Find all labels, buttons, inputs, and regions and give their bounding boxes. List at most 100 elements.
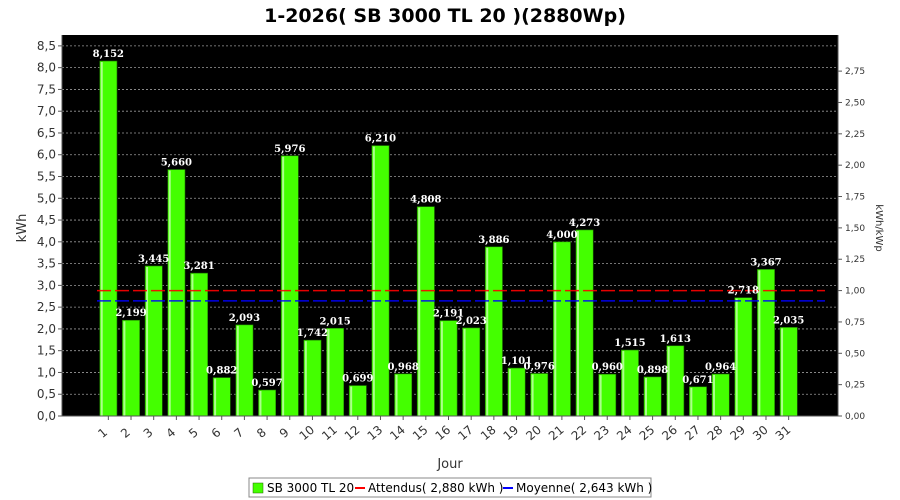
bar-highlight [554,242,557,416]
bar-value-label: 0,597 [251,378,282,389]
bar-value-label: 0,968 [387,362,418,373]
x-tick-label: 21 [546,423,567,444]
y-right-tick-label: 2,25 [845,130,865,140]
x-tick-label: 13 [365,423,386,444]
bar-value-label: 0,671 [682,375,713,386]
legend-swatch-bar [252,482,264,494]
bar-value-label: 5,976 [274,144,305,155]
x-tick-label: 16 [433,423,454,444]
legend-item-moyenne: Moyenne( 2,643 kWh ) [516,481,652,495]
bar-value-label: 1,101 [501,356,532,367]
x-tick-label: 11 [319,423,340,444]
x-tick-label: 6 [209,425,224,441]
bar-highlight [146,266,149,416]
bar-highlight [758,270,761,416]
x-tick-label: 8 [254,425,269,441]
bar-highlight [168,170,171,416]
x-tick-label: 14 [387,423,408,444]
x-tick-label: 3 [141,425,156,441]
bar-value-label: 1,515 [614,338,645,349]
bar-value-label: 3,445 [138,254,169,265]
x-tick-label: 12 [342,423,363,444]
bar-value-label: 2,023 [456,316,487,327]
bar-value-label: 4,000 [546,230,577,241]
legend-item-attendus: Attendus( 2,880 kWh ) [368,481,503,495]
bar-value-label: 0,964 [705,362,736,373]
x-tick-label: 29 [727,423,748,444]
x-tick-label: 22 [569,423,590,444]
y-tick-label: 5,0 [37,191,56,205]
bar-highlight [531,374,534,416]
bar-highlight [350,386,353,416]
bar-value-label: 2,015 [319,316,350,327]
y-right-tick-label: 1,75 [845,193,865,203]
bar-value-label: 3,886 [478,235,509,246]
x-axis-label: Jour [436,457,463,472]
bar-value-label: 0,976 [524,362,555,373]
y-tick-label: 0,5 [37,387,56,401]
bar-highlight [214,378,217,416]
y-tick-label: 3,5 [37,257,56,271]
bar-highlight [440,321,443,416]
bar-value-labels: 8,152 2,199 3,445 5,660 3,281 0,882 2,093 0,597… [93,49,805,389]
x-tick-label: 23 [591,423,612,444]
x-tick-label: 15 [410,423,431,444]
bar-value-label: 2,093 [229,313,260,324]
x-tick-label: 26 [659,423,680,444]
y-tick-label: 6,0 [37,148,56,162]
bar-highlight [100,62,103,416]
bar-value-label: 1,613 [660,334,691,345]
y-tick-label: 0,0 [37,409,56,423]
y-right-tick-label: 0,25 [845,381,865,391]
bar-value-label: 4,273 [569,218,600,229]
bar-highlight [304,341,307,416]
x-tick-label: 1 [95,425,110,441]
bar-highlight [781,328,784,416]
y-axis-right: 0,00 0,25 0,50 0,75 1,00 1,25 1,50 1,75 2,00 2,25… [837,35,865,422]
x-tick-label: 17 [455,423,476,444]
bar-highlight [418,207,421,416]
x-tick-label: 9 [277,425,292,441]
x-axis: 1 2 3 4 5 6 7 8 9 10 11 12 13 14 15 16 17 18 19 20 21 22 23 24 2… [62,415,838,444]
chart-title: 1-2026( SB 3000 TL 20 )(2880Wp) [264,5,626,27]
y-right-tick-label: 0,75 [845,318,865,328]
x-tick-label: 25 [637,423,658,444]
bar-highlight [463,328,466,416]
bar-value-label: 2,035 [773,315,804,326]
bar-highlight [713,375,716,416]
y-right-tick-label: 0,50 [845,349,865,359]
y-tick-label: 7,0 [37,104,56,118]
legend-item-series: SB 3000 TL 20 [267,481,354,495]
bar-value-label: 3,367 [750,257,781,268]
y-axis-label: kWh [15,214,30,243]
bar-value-label: 5,660 [161,158,192,169]
bar-value-label: 0,960 [592,362,623,373]
bar-highlight [690,387,693,416]
y-tick-label: 8,0 [37,61,56,75]
bar-highlight [486,247,489,416]
bar-highlight [259,391,262,416]
bar-highlight [576,230,579,416]
x-tick-label: 5 [186,425,201,441]
y-right-tick-label: 1,50 [845,224,865,234]
y-right-tick-label: 1,00 [845,287,865,297]
x-tick-label: 19 [501,423,522,444]
legend: SB 3000 TL 20 Attendus( 2,880 kWh ) Moye… [248,477,652,498]
x-tick-label: 28 [705,423,726,444]
x-tick-label: 10 [297,423,318,444]
x-tick-label: 20 [523,423,544,444]
y-axis-left: 0,0 0,5 1,0 1,5 2,0 2,5 3,0 3,5 4,0 4,5 5,0 5,5 6,0 6… [37,35,63,423]
y-tick-label: 1,0 [37,365,56,379]
bar-highlight [123,321,126,416]
y-tick-label: 8,5 [37,39,56,53]
bars [99,60,798,417]
y-tick-label: 3,0 [37,278,56,292]
bar-highlight [644,377,647,416]
bar-value-label: 3,281 [183,261,214,272]
x-tick-label: 31 [773,423,794,444]
bar-value-label: 0,898 [637,365,668,376]
x-tick-label: 24 [614,423,635,444]
bar-value-label: 2,199 [115,308,146,319]
